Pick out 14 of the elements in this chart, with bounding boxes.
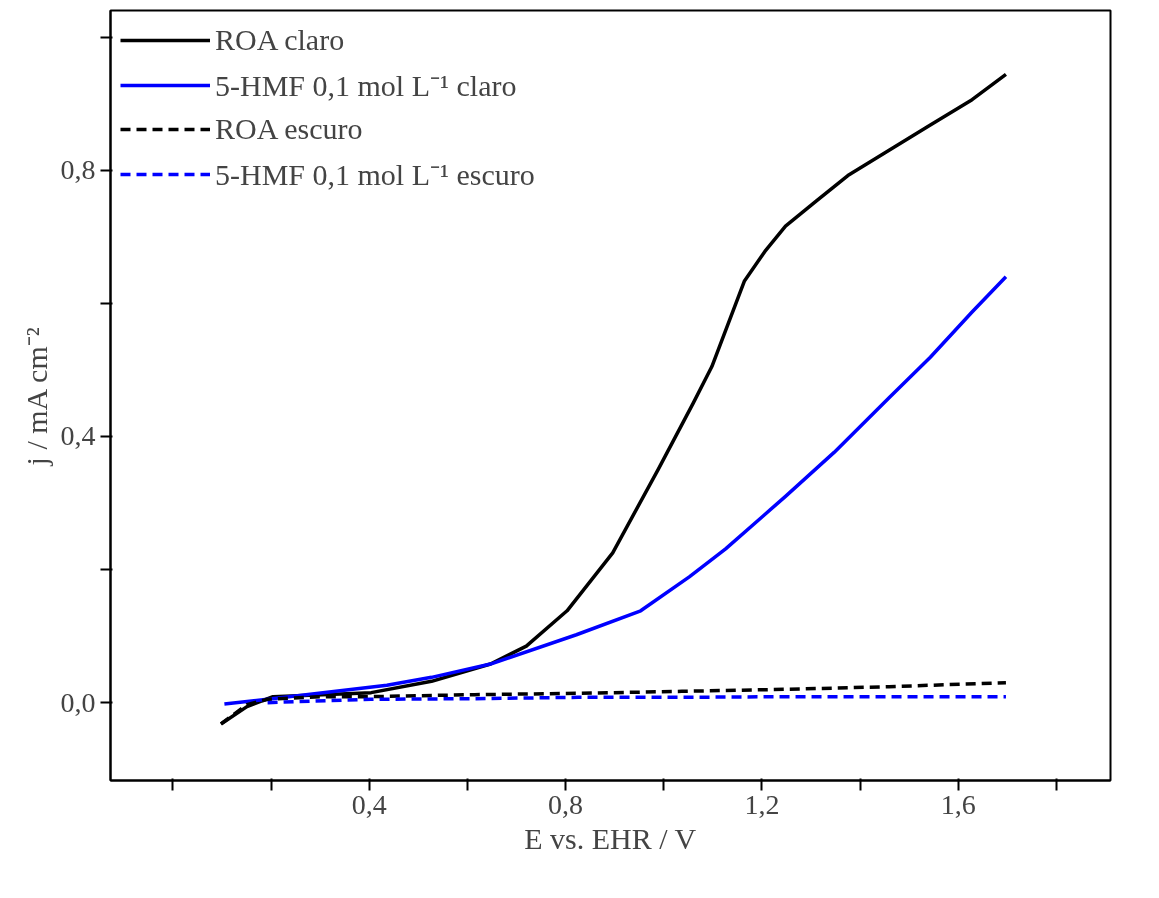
- y-axis-title: j / mA cm⁻²: [19, 327, 53, 467]
- legend-label: 5-HMF 0,1 mol L⁻¹ escuro: [215, 157, 535, 193]
- x-tick-label: 0,4: [351, 788, 387, 820]
- legend-label: ROA claro: [215, 22, 345, 58]
- y-tick-label: 0,4: [60, 420, 96, 452]
- x-tick-label: 1,6: [940, 788, 976, 820]
- x-axis-title: E vs. EHR / V: [524, 821, 697, 855]
- x-tick-label: 1,2: [744, 788, 780, 820]
- legend-label: 5-HMF 0,1 mol L⁻¹ claro: [215, 68, 517, 104]
- y-tick-label: 0,8: [60, 154, 96, 186]
- line-series: [222, 274, 1008, 706]
- x-tick-label: 0,8: [548, 788, 584, 820]
- y-tick-label: 0,0: [60, 686, 96, 718]
- legend-label: ROA escuro: [215, 111, 363, 147]
